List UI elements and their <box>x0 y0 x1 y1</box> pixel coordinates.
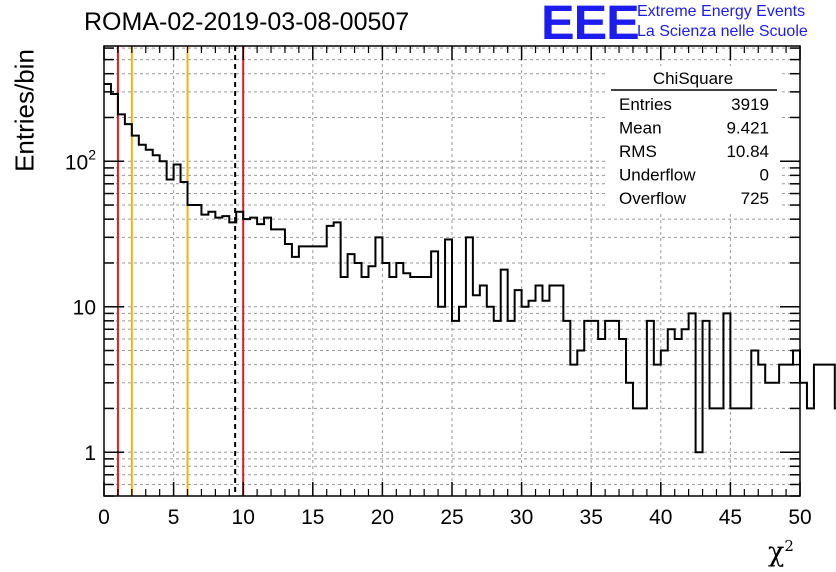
x-axis-label: χ2 <box>768 537 794 568</box>
stats-row-label: Entries <box>619 95 672 114</box>
x-tick-label: 20 <box>371 506 394 529</box>
x-tick-label: 0 <box>98 506 110 529</box>
x-tick-label: 5 <box>168 506 180 529</box>
y-tick-label-sup: 2 <box>88 146 96 162</box>
y-tick-label-base: 10 <box>65 151 88 174</box>
stats-row-value: 9.421 <box>726 119 769 138</box>
x-tick-label: 35 <box>580 506 603 529</box>
stats-row-value: 725 <box>741 189 769 208</box>
chart-title: ROMA-02-2019-03-08-00507 <box>84 8 410 36</box>
y-tick-label: 10 <box>73 297 96 320</box>
stats-row-label: RMS <box>619 142 657 161</box>
x-tick-label: 45 <box>719 506 742 529</box>
y-tick-label: 1 <box>84 442 96 465</box>
x-axis-label-sup: 2 <box>784 537 794 555</box>
x-tick-label: 15 <box>301 506 324 529</box>
y-tick-label: 102 <box>65 146 96 174</box>
x-tick-label: 30 <box>510 506 533 529</box>
stats-row-value: 3919 <box>731 95 769 114</box>
stats-box: ChiSquare Entries 3919 Mean 9.421 RMS 10.84 Un… <box>608 66 780 212</box>
x-tick-label: 40 <box>649 506 672 529</box>
x-tick-label: 50 <box>788 506 811 529</box>
x-tick-label: 10 <box>232 506 255 529</box>
stats-row-label: Mean <box>619 119 662 138</box>
x-tick-label: 25 <box>440 506 463 529</box>
histogram-outline <box>104 82 836 454</box>
stats-row-value: 10.84 <box>726 142 769 161</box>
logo-line-2: La Scienza nelle Scuole <box>637 23 808 40</box>
stats-row-value: 0 <box>760 166 769 185</box>
axis-ticks <box>103 46 801 497</box>
stats-row-label: Underflow <box>619 166 696 185</box>
eee-logo: EEE <box>541 0 640 50</box>
stats-box-title: ChiSquare <box>653 69 733 88</box>
logo-line-1: Extreme Energy Events <box>637 3 806 20</box>
marker-lines <box>116 46 245 496</box>
stats-row-label: Overflow <box>619 189 687 208</box>
x-axis-label-base: χ <box>768 537 785 568</box>
